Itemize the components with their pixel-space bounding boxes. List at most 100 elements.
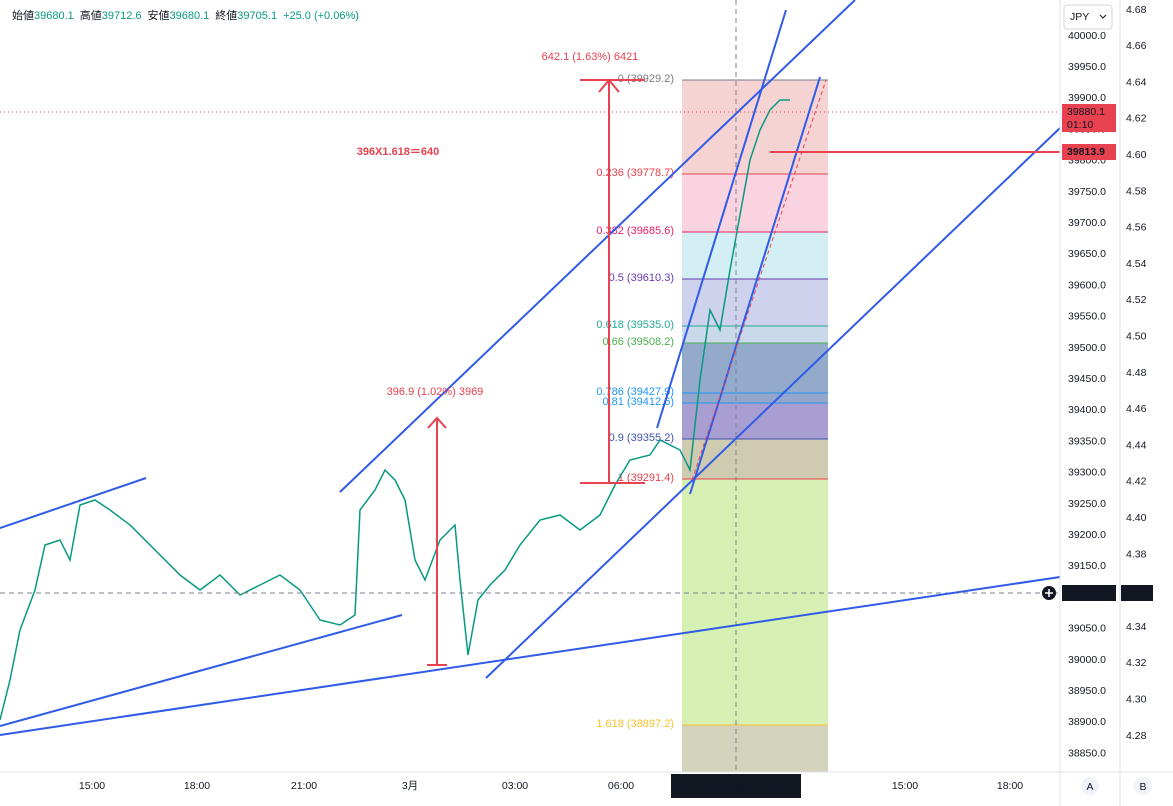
percent-tick-label: 4.68 [1126,4,1147,16]
fib-zone [682,80,828,174]
header-field: 39712.6 [102,10,142,22]
measure-label: 642.1 (1.63%) 6421 [542,51,639,63]
percent-tick-label: 4.58 [1126,185,1147,197]
price-tick-label: 39300.0 [1068,467,1106,479]
countdown: 01:10 [1067,119,1093,131]
header-field: 高値 [80,8,102,22]
trend-lines [0,0,1061,736]
price-tick-label: 39550.0 [1068,311,1106,323]
percent-tick-label: 4.30 [1126,693,1147,705]
time-tick-label: 18:00 [997,780,1023,792]
percent-tick-label: 4.48 [1126,367,1147,379]
line-price: 39813.9 [1067,146,1105,158]
header-field: +25.0 (+0.06%) [283,10,359,22]
fib-retracement: 0 (39929.2)0.236 (39778.7)0.382 (39685.6… [596,73,828,772]
dropdown-caret [1099,14,1107,19]
cursor-date: 2024-03-01 (金) [678,779,752,792]
price-tick-label: 39350.0 [1068,435,1106,447]
percent-tick-label: 4.42 [1126,476,1147,488]
price-tick-label: 40000.0 [1068,30,1106,42]
fib-label: 0.9 (39355.2) [609,432,674,444]
price-tick-label: 39950.0 [1068,61,1106,73]
price-tick-label: 38850.0 [1068,747,1106,759]
time-tick-label: 3月 [402,780,418,792]
line-price-badge [1062,144,1116,160]
price-tick-label: 39750.0 [1068,186,1106,198]
price-tick-label: 39400.0 [1068,404,1106,416]
price-tick-label: 39700.0 [1068,217,1106,229]
header-field: 39705.1 [237,10,277,22]
percent-tick-label: 4.60 [1126,149,1147,161]
price-tick-label: 39150.0 [1068,560,1106,572]
percent-tick-label: 4.34 [1126,621,1147,633]
time-tick-label: 21:00 [291,780,317,792]
percent-tick-label: 4.62 [1126,113,1147,125]
fib-label: 0.66 (39508.2) [602,336,674,348]
cursor-time-badge [671,774,801,798]
header-field: 安値 [148,8,170,22]
price-tick-label: 39600.0 [1068,279,1106,291]
percent-tick-label: 4.50 [1126,330,1147,342]
currency: JPY [1070,11,1089,23]
percent-tick-label: 4.40 [1126,512,1147,524]
formula-note: 396X1.618＝640 [357,146,440,158]
time-tick-label: 15:00 [892,780,918,792]
measure-label: 396.9 (1.02%) 3969 [387,386,484,398]
fib-zone [682,725,828,772]
percent-tick-label: 4.32 [1126,657,1147,669]
cursor-percent: 4.36 [1126,587,1147,599]
fib-label: 1.618 (38897.2) [596,718,674,730]
price-tick-label: 39050.0 [1068,623,1106,635]
scale-button[interactable] [1134,777,1152,795]
price-tick-label: 39900.0 [1068,92,1106,104]
price-tick-label: 39250.0 [1068,498,1106,510]
fib-zone [682,439,828,479]
header-field: 始値 [12,8,34,22]
fib-label: 0.5 (39610.3) [609,272,674,284]
scale-button-label: B [1139,781,1146,793]
scale-button[interactable] [1081,777,1099,795]
percent-tick-label: 4.44 [1126,439,1147,451]
price-tick-label: 38900.0 [1068,716,1106,728]
percent-tick-label: 4.38 [1126,548,1147,560]
price-tick-label: 39450.0 [1068,373,1106,385]
currency-select[interactable] [1063,4,1113,30]
cursor-price: 39109.8 [1067,587,1105,599]
percent-tick-label: 4.28 [1126,730,1147,742]
add-icon [1045,589,1053,597]
time-tick-label: 06:00 [608,780,634,792]
cursor-clock: 10:12 [764,780,791,792]
percent-tick-label: 4.64 [1126,76,1147,88]
time-tick-label: 15:00 [79,780,105,792]
fib-zone [682,479,828,725]
header-field: 終値 [215,8,237,22]
cursor-percent-badge [1121,585,1153,601]
last-price-badge [1062,104,1116,132]
fib-zone [682,174,828,232]
fib-zone [682,326,828,343]
axes: 40000.039950.039900.039850.039800.039750… [79,4,1153,798]
header-field: 39680.1 [34,10,74,22]
ohlc-header: 始値39680.1 高値39712.6 安値39680.1 終値39705.1 +25.… [12,8,359,22]
axis-panel [1060,0,1173,806]
price-tick-label: 39500.0 [1068,342,1106,354]
time-tick-label: 03:00 [502,780,528,792]
fib-label: 0.236 (39778.7) [596,167,674,179]
price-tick-label: 39650.0 [1068,248,1106,260]
scale-button-label: A [1086,781,1093,793]
percent-tick-label: 4.56 [1126,222,1147,234]
measure-tools [427,78,1060,666]
fib-label: 0.81 (39412.6) [602,396,674,408]
price-tick-label: 38950.0 [1068,685,1106,697]
fib-label: 1 (39291.4) [618,472,674,484]
price-tick-label: 39200.0 [1068,529,1106,541]
header-field: 39680.1 [170,10,210,22]
fib-label: 0.786 (39427.9) [596,386,674,398]
price-tick-label: 39000.0 [1068,654,1106,666]
fib-label: 0 (39929.2) [618,73,674,85]
percent-tick-label: 4.66 [1126,40,1147,52]
price-line [0,99,790,721]
time-tick-label: 18:00 [184,780,210,792]
percent-tick-label: 4.46 [1126,403,1147,415]
